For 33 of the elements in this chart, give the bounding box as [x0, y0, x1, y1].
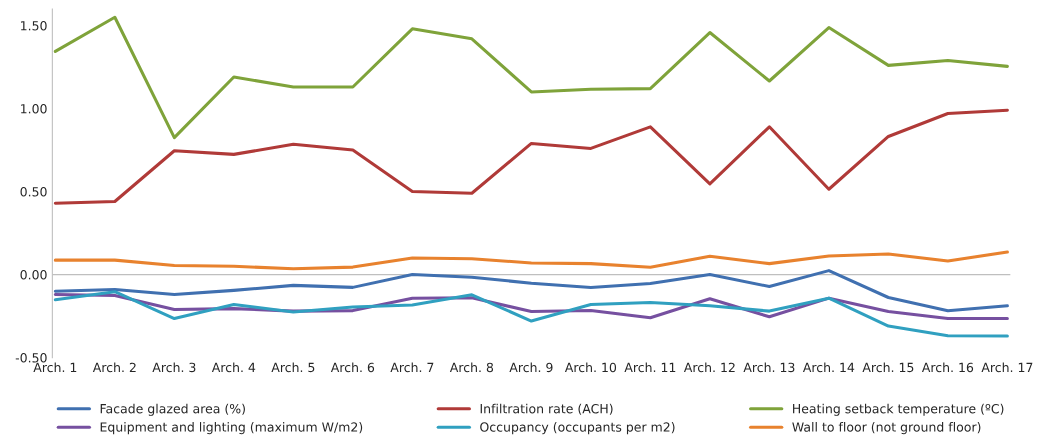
x-tick-label: Arch. 4: [211, 362, 256, 373]
line-series: [53, 269, 1009, 313]
line-series: [53, 108, 1009, 205]
legend-label: Occupancy (occupants per m2): [480, 422, 675, 435]
x-tick-label: Arch. 17: [981, 362, 1033, 373]
x-tick-label: Arch. 7: [390, 362, 434, 373]
x-tick-label: Arch. 13: [743, 362, 795, 373]
x-tick-label: Arch. 8: [449, 362, 494, 373]
x-tick-label: Arch. 3: [152, 362, 196, 373]
x-tick-label: Arch. 9: [509, 362, 553, 373]
x-tick-label: Arch. 14: [802, 362, 855, 373]
x-tick-label: Arch. 10: [564, 362, 617, 373]
legend-label: Infiltration rate (ACH): [480, 403, 613, 415]
line-series: [53, 250, 1009, 271]
x-tick-label: Arch. 12: [683, 362, 735, 373]
line-series: [53, 15, 1009, 140]
x-tick-label: Arch. 2: [92, 362, 136, 373]
legend-label: Wall to floor (not ground floor): [792, 422, 981, 435]
x-tick-label: Arch. 6: [330, 362, 375, 373]
y-tick-label: 0.50: [20, 187, 47, 197]
x-tick-label: Arch. 5: [271, 362, 315, 373]
x-tick-label: Arch. 16: [921, 362, 974, 373]
legend-label: Facade glazed area (%): [100, 403, 245, 416]
legend-label: Equipment and lighting (maximum W/m2): [100, 422, 363, 435]
line-series: [53, 290, 1009, 338]
y-tick-label: 0.00: [20, 270, 47, 280]
y-tick-label: -0.50: [15, 353, 47, 363]
legend-label: Heating setback temperature (ºC): [793, 403, 1004, 416]
y-tick-label: 1.50: [21, 21, 47, 31]
y-tick-label: 1.00: [21, 104, 47, 114]
x-tick-label: Arch. 15: [862, 362, 914, 373]
x-tick-label: Arch. 11: [624, 362, 676, 373]
x-tick-label: Arch. 1: [33, 362, 77, 373]
